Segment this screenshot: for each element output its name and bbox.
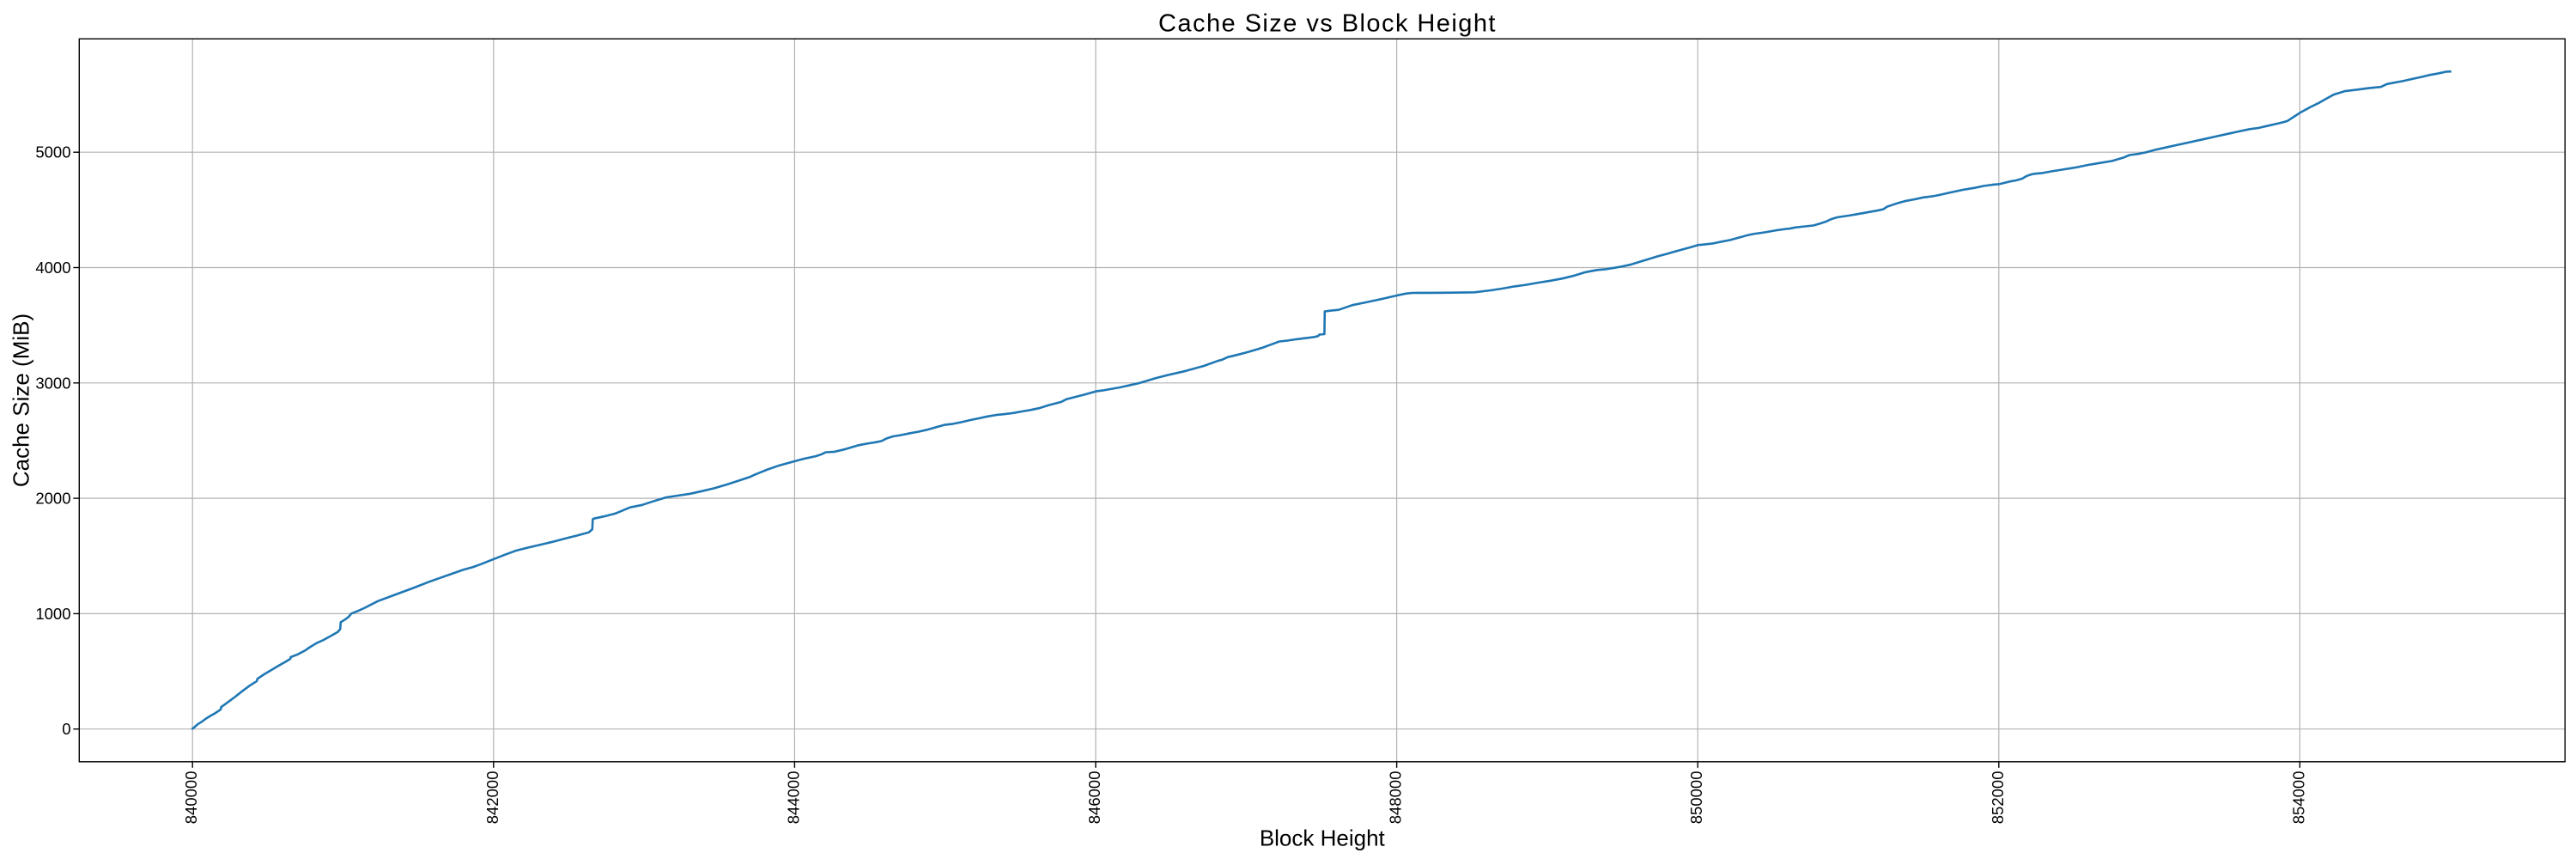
svg-text:852000: 852000 <box>1989 771 2007 825</box>
svg-text:4000: 4000 <box>35 259 70 277</box>
svg-text:Block Height: Block Height <box>1260 825 1386 851</box>
svg-text:0: 0 <box>62 720 70 738</box>
svg-text:846000: 846000 <box>1085 771 1103 825</box>
svg-text:848000: 848000 <box>1387 771 1405 825</box>
svg-text:3000: 3000 <box>35 374 70 392</box>
svg-text:2000: 2000 <box>35 490 70 508</box>
svg-text:842000: 842000 <box>483 771 501 825</box>
svg-text:854000: 854000 <box>2289 771 2307 825</box>
svg-text:840000: 840000 <box>182 771 200 825</box>
svg-text:Cache Size (MiB): Cache Size (MiB) <box>9 314 34 487</box>
svg-text:Cache Size vs Block Height: Cache Size vs Block Height <box>1158 9 1497 37</box>
svg-text:850000: 850000 <box>1687 771 1705 825</box>
svg-text:5000: 5000 <box>35 143 70 161</box>
svg-text:844000: 844000 <box>784 771 802 825</box>
svg-text:1000: 1000 <box>35 605 70 623</box>
